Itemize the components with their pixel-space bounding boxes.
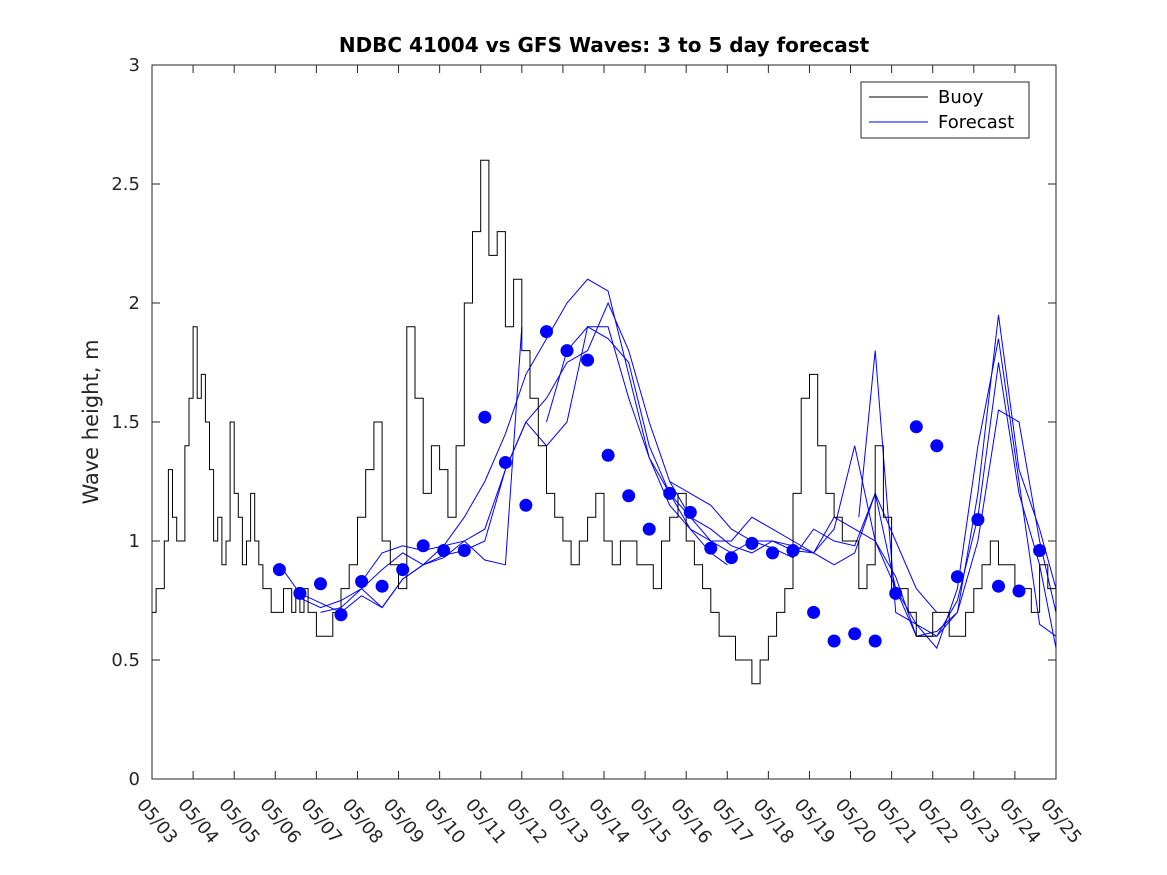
verification-point [766,546,779,560]
y-tick-label: 2 [129,293,140,314]
verification-point [355,575,369,588]
x-tick-label: 05/09 [379,795,428,848]
x-tick-label: 05/17 [707,795,756,848]
verification-point [868,634,882,648]
verification-point [581,353,595,367]
plot-area [151,64,1057,780]
verification-point [272,563,286,577]
verification-point [622,489,636,503]
verification-point [375,579,389,593]
verification-point [498,456,512,469]
verification-point [416,539,430,553]
x-tick-label: 05/05 [214,795,263,848]
x-tick-label: 05/07 [297,795,346,848]
x-tick-label: 05/16 [666,795,715,848]
verification-point [827,634,841,648]
y-tick-label: 2.5 [111,174,140,195]
forecast-line-3 [320,301,938,613]
verification-point [457,544,471,557]
verification-point [478,410,492,424]
verification-point [807,605,821,619]
x-tick-label: 05/12 [502,795,551,848]
series-layer [152,159,1057,685]
y-axis: 0 0.5 1 1.5 2 2.5 3 [111,55,1056,790]
y-tick-label: 3 [129,55,140,76]
x-tick-label: 05/20 [831,795,880,848]
legend-buoy-label: Buoy [938,87,984,108]
x-tick-label: 05/13 [543,795,592,848]
verification-point [950,570,964,584]
x-tick-label: 05/21 [872,795,921,848]
verification-point [314,577,327,591]
x-tick-label: 05/22 [913,795,962,848]
verification-point [724,551,738,565]
verification-point [683,505,697,519]
verification-point [889,586,903,600]
forecast-line-5 [546,326,1057,637]
x-tick-label: 05/24 [995,795,1044,848]
verification-point [663,486,677,500]
verification-point [848,627,862,641]
chart-title: NDBC 41004 vs GFS Waves: 3 to 5 day fore… [339,33,870,57]
x-tick-label: 05/18 [749,795,798,848]
x-tick-label: 05/10 [420,795,469,848]
x-tick-label: 05/15 [625,795,674,848]
x-tick-label: 05/06 [255,795,304,848]
forecast-line-6 [669,362,1057,649]
legend-forecast-label: Forecast [938,112,1014,133]
x-tick-label: 05/11 [461,795,510,848]
verification-point [745,536,759,550]
x-tick-label: 05/19 [790,795,839,848]
verification-point [437,544,451,557]
x-tick-label: 05/25 [1036,795,1085,848]
legend: Buoy Forecast [860,81,1030,139]
verification-point [971,513,985,527]
legend-box [860,81,1030,139]
verification-point [601,448,615,462]
verification-point [519,498,533,512]
y-tick-label: 0 [129,769,140,790]
verification-points [272,325,1047,648]
y-tick-label: 1 [129,531,140,552]
verification-point [704,541,718,555]
x-tick-label: 05/23 [954,795,1003,848]
y-tick-label: 0.5 [111,650,140,671]
forecast-line-7 [858,338,1057,650]
x-tick-label: 05/03 [132,795,181,848]
verification-point [540,325,553,339]
verification-point [930,439,944,453]
verification-point [1012,584,1026,598]
buoy-line [152,159,1057,685]
x-tick-label: 05/04 [173,795,222,848]
verification-point [909,420,923,434]
verification-point [1033,544,1047,557]
verification-point [642,522,656,536]
verification-point [992,579,1005,593]
verification-point [396,563,410,577]
verification-point [334,608,348,622]
x-tick-label: 05/14 [584,795,633,848]
y-axis-label: Wave height, m [79,339,103,504]
y-tick-label: 1.5 [111,412,140,433]
verification-point [560,344,574,358]
x-tick-label: 05/08 [338,795,387,848]
verification-point [786,544,800,557]
verification-point [293,586,307,600]
